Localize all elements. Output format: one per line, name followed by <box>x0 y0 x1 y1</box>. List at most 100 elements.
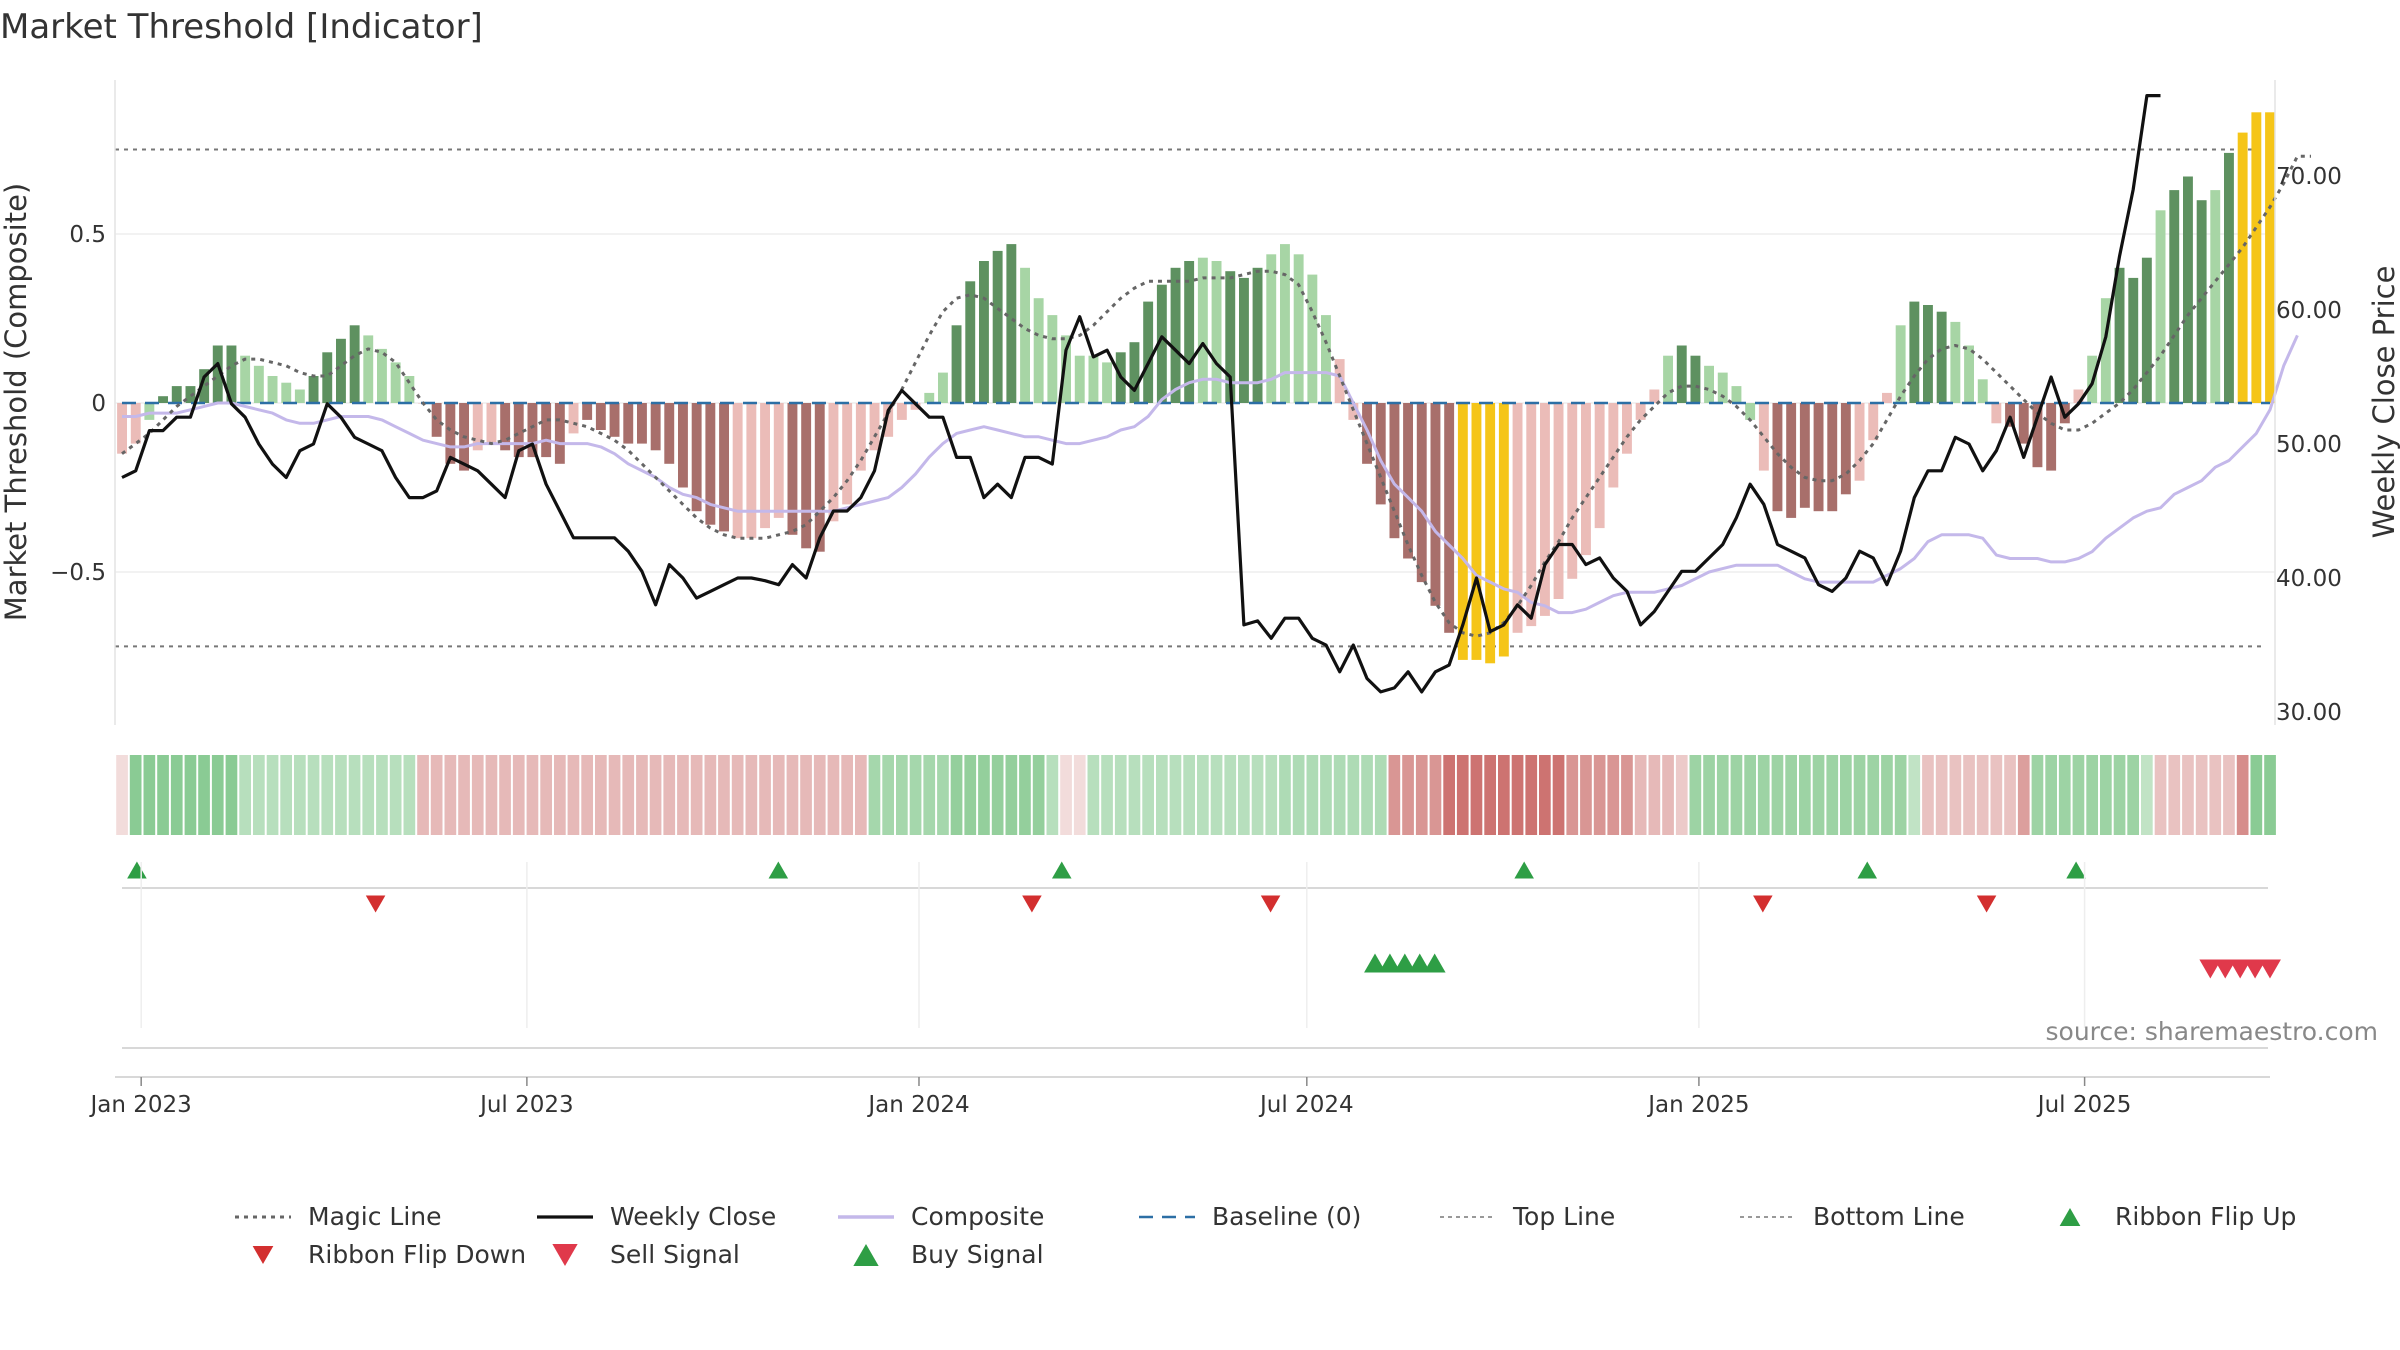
composite-bar <box>1416 403 1427 583</box>
y-tick-right-label: 50.00 <box>2276 432 2342 458</box>
ribbon-cell <box>1210 755 1223 835</box>
legend-label: Composite <box>911 1202 1044 1231</box>
y-tick-left-label: −0.5 <box>50 560 106 586</box>
ribbon-cell <box>1976 755 1989 835</box>
ribbon-cell <box>1005 755 1018 835</box>
ribbon-cell <box>1771 755 1784 835</box>
ribbon-cell <box>321 755 334 835</box>
composite-bar <box>322 352 333 403</box>
sell-signal-marker <box>2259 959 2281 979</box>
ribbon-cell <box>1716 755 1729 835</box>
ribbon-cell <box>1333 755 1346 835</box>
y-tick-right-label: 70.00 <box>2276 164 2342 190</box>
ribbon-cell <box>1429 755 1442 835</box>
composite-bar <box>951 325 962 403</box>
ribbon-cell <box>581 755 593 835</box>
ribbon-cell <box>1785 755 1797 835</box>
composite-bar <box>883 403 894 437</box>
ribbon-cell <box>1881 755 1893 835</box>
composite-bar <box>1690 355 1701 403</box>
ribbon-cell <box>2250 755 2263 835</box>
composite-bar <box>1430 403 1441 606</box>
ribbon-cell <box>1799 755 1811 835</box>
ribbon-cell <box>225 755 238 835</box>
y-tick-left-label: 0.5 <box>69 222 106 248</box>
ribbon-cell <box>1456 755 1469 835</box>
ribbon-cell <box>1087 755 1100 835</box>
ribbon-flip-up-marker <box>1857 861 1878 879</box>
ribbon-cell <box>909 755 922 835</box>
legend-label: Top Line <box>1512 1202 1615 1231</box>
ribbon-strip <box>116 755 2276 835</box>
ribbon-cell <box>841 755 853 835</box>
signal-rows <box>115 861 2281 1078</box>
composite-bar <box>828 403 839 522</box>
ribbon-cell <box>786 755 799 835</box>
ribbon-cell <box>444 755 457 835</box>
composite-bar <box>1868 403 1879 441</box>
ribbon-cell <box>855 755 867 835</box>
composite-bar <box>1813 403 1824 512</box>
ribbon-cell <box>1374 755 1387 835</box>
y-axis-left-label: Market Threshold (Composite) <box>0 183 33 621</box>
source-note: source: sharemaestro.com <box>2046 1017 2379 1046</box>
ribbon-cell <box>567 755 580 835</box>
composite-bar <box>1717 372 1728 403</box>
buy-signal-marker <box>1378 953 1401 973</box>
ribbon-cell <box>253 755 265 835</box>
ribbon-cell <box>294 755 306 835</box>
composite-bar <box>2128 277 2139 403</box>
composite-bar <box>1498 403 1509 657</box>
ribbon-cell <box>157 755 169 835</box>
x-axis: Jan 2023 Jul 2023 Jan 2024 Jul 2024 Jan 2025… <box>89 862 2131 1118</box>
composite-bar <box>500 403 511 451</box>
buy-signal-marker <box>1408 953 1431 973</box>
ribbon-cell <box>1703 755 1715 835</box>
ribbon-cell <box>1525 755 1538 835</box>
ribbon-cell <box>1826 755 1839 835</box>
ribbon-cell <box>1402 755 1414 835</box>
composite-bar <box>2210 190 2221 403</box>
composite-bar <box>1211 261 1222 403</box>
composite-bar <box>2155 210 2166 403</box>
ribbon-cell <box>170 755 183 835</box>
ribbon-cell <box>2195 755 2208 835</box>
axes: 0.5 0 −0.5 70.00 60.00 50.00 40.00 30.00 <box>50 80 2342 726</box>
composite-bar <box>1786 403 1797 518</box>
composite-bar <box>1526 403 1537 627</box>
composite-bar <box>1594 403 1605 529</box>
composite-bar <box>1909 301 1920 403</box>
y-tick-right-label: 30.00 <box>2276 700 2342 726</box>
composite-bar <box>855 403 866 471</box>
composite-bar <box>869 403 880 451</box>
legend-item: Sell Signal <box>552 1240 740 1269</box>
y-tick-right-label: 60.00 <box>2276 298 2342 324</box>
legend-item: Top Line <box>1440 1202 1615 1231</box>
legend-item: Ribbon Flip Down <box>252 1240 526 1269</box>
sell-signal-marker <box>2229 959 2252 979</box>
ribbon-cell <box>718 755 730 835</box>
composite-bar <box>1334 359 1345 403</box>
y-tick-left-label: 0 <box>91 391 106 417</box>
ribbon-cell <box>1415 755 1428 835</box>
composite-bar <box>1758 403 1769 471</box>
ribbon-cell <box>2045 755 2057 835</box>
composite-bar <box>267 376 278 403</box>
ribbon-flip-up-marker <box>127 861 147 879</box>
legend-item: Bottom Line <box>1740 1202 1965 1231</box>
composite-bar <box>2237 132 2248 403</box>
ribbon-cell <box>1101 755 1113 835</box>
ribbon-cell <box>1279 755 1291 835</box>
composite-bar <box>1663 355 1673 403</box>
ribbon-cell <box>211 755 224 835</box>
ribbon-cell <box>417 755 429 835</box>
ribbon-cell <box>499 755 511 835</box>
legend-item: Weekly Close <box>537 1202 776 1231</box>
ribbon-cell <box>813 755 826 835</box>
legend-label: Magic Line <box>308 1202 442 1231</box>
ribbon-cell <box>1853 755 1866 835</box>
ribbon-cell <box>1675 755 1688 835</box>
composite-bar <box>1936 311 1947 403</box>
ribbon-cell <box>1908 755 1921 835</box>
ribbon-cell <box>1539 755 1551 835</box>
